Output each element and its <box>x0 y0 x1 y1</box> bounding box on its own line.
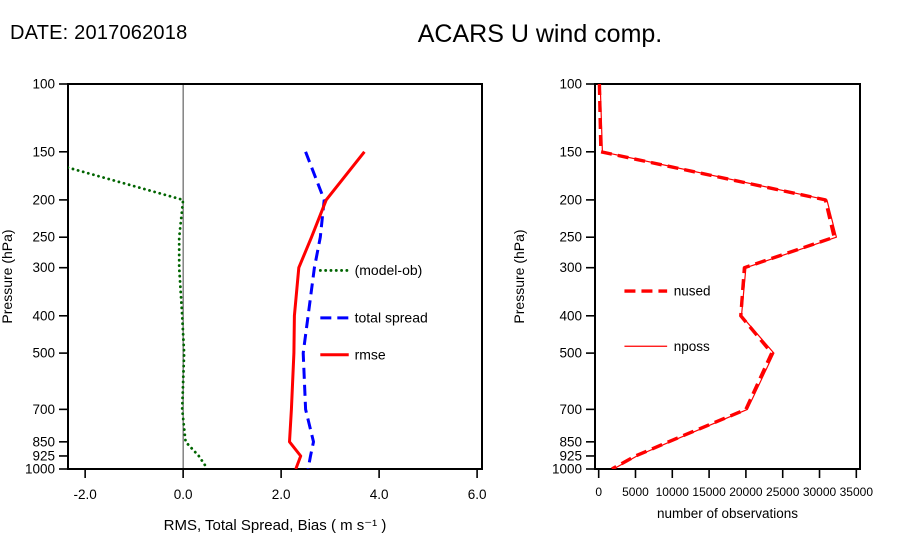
y-tick-label: 100 <box>559 77 582 92</box>
y-tick-label: 1000 <box>25 462 55 477</box>
left-chart-bias-spread-rmse: -2.0 0.0 2.0 4.0 6.0 100 150 200 250 300 400 500 700… <box>0 77 487 535</box>
y-tick-label: 250 <box>559 230 582 245</box>
y-tick-label: 150 <box>559 144 582 159</box>
x-tick-label: 5000 <box>622 485 649 499</box>
y-tick-label: 400 <box>559 308 582 323</box>
y-tick-label: 850 <box>32 434 55 449</box>
y-tick-label: 200 <box>32 192 55 207</box>
x-tick-label: 10000 <box>656 485 690 499</box>
x-tick-label: -2.0 <box>74 487 97 502</box>
x-axis-label: RMS, Total Spread, Bias ( m s⁻¹ ) <box>164 517 387 534</box>
plot-frame <box>67 83 483 470</box>
series-line-nposs <box>599 84 837 469</box>
legend-label: (model-ob) <box>355 262 423 278</box>
series-line-model-ob <box>68 166 210 469</box>
y-tick-label: 850 <box>559 434 582 449</box>
y-tick-label: 300 <box>559 260 582 275</box>
y-tick-label: 100 <box>32 77 55 92</box>
y-tick-label: 700 <box>32 402 55 417</box>
legend-label: total spread <box>355 309 428 325</box>
x-tick-label: 20000 <box>729 485 763 499</box>
y-tick-label: 1000 <box>552 462 582 477</box>
y-tick-label: 925 <box>32 448 55 463</box>
series-line-total-spread <box>301 151 326 469</box>
plot-frame <box>594 83 861 470</box>
y-tick-label: 400 <box>32 308 55 323</box>
x-tick-label: 15000 <box>692 485 726 499</box>
x-tick-label: 6.0 <box>468 487 487 502</box>
legend-label: nposs <box>674 339 710 354</box>
date-label: DATE: 2017062018 <box>10 22 188 44</box>
series-line-rmse <box>288 150 366 469</box>
legend-label: rmse <box>355 346 386 362</box>
x-tick-label: 30000 <box>803 485 837 499</box>
x-axis-label: number of observations <box>657 506 798 521</box>
x-tick-label: 35000 <box>840 485 874 499</box>
x-tick-label: 0.0 <box>174 487 193 502</box>
y-tick-label: 150 <box>32 144 55 159</box>
y-tick-label: 300 <box>32 260 55 275</box>
right-chart-observation-counts: 0 5000 10000 15000 20000 25000 30000 35000 100 15… <box>511 77 874 522</box>
y-axis-label: Pressure (hPa) <box>0 229 15 323</box>
y-tick-label: 500 <box>559 346 582 361</box>
y-axis-label: Pressure (hPa) <box>511 229 527 323</box>
y-tick-label: 250 <box>32 230 55 245</box>
y-tick-label: 500 <box>32 346 55 361</box>
x-tick-label: 4.0 <box>370 487 389 502</box>
series-line-nused <box>597 84 836 469</box>
legend-label: nused <box>674 284 711 299</box>
y-tick-label: 200 <box>559 192 582 207</box>
figure-title: ACARS U wind comp. <box>417 20 663 48</box>
x-tick-label: 2.0 <box>272 487 291 502</box>
x-tick-label: 25000 <box>766 485 800 499</box>
y-tick-label: 925 <box>559 448 582 463</box>
x-tick-label: 0 <box>595 485 602 499</box>
y-tick-label: 700 <box>559 402 582 417</box>
